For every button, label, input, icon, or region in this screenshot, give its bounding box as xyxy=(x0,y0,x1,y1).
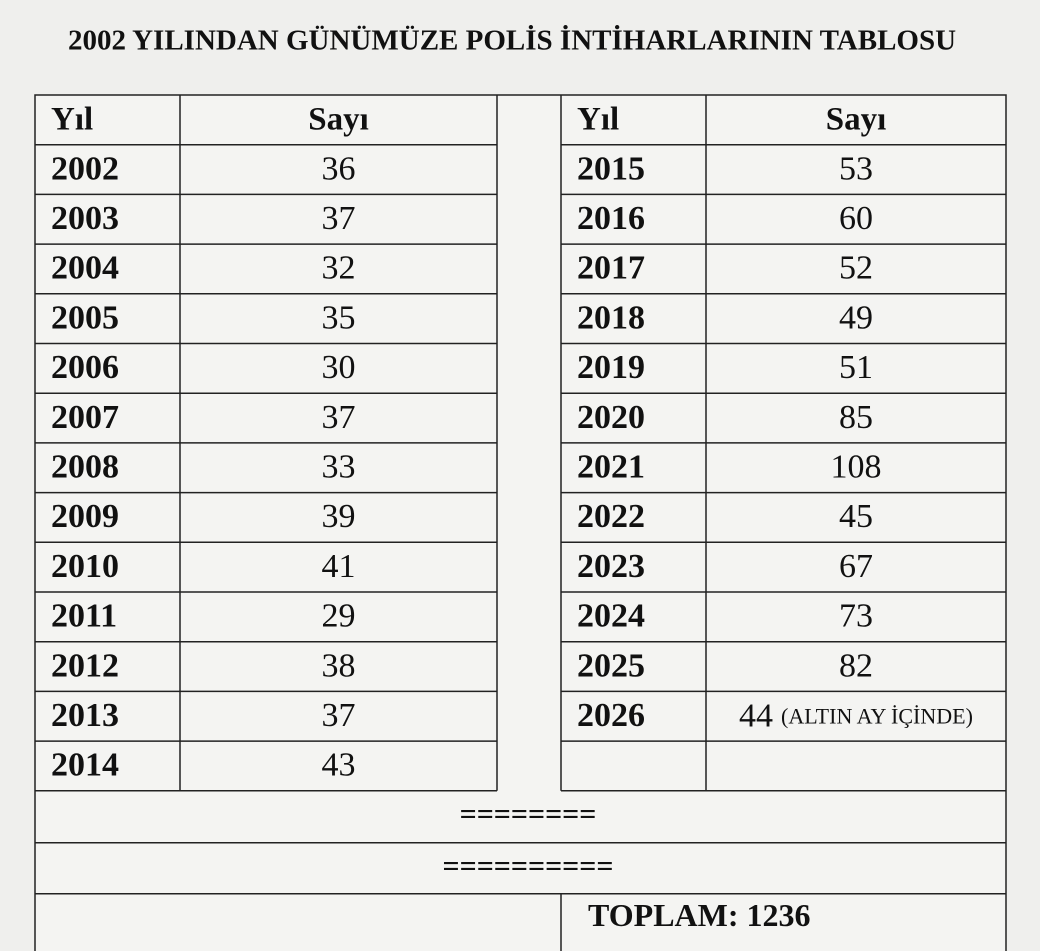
header-count: Sayı xyxy=(308,101,369,137)
year: 2008 xyxy=(51,449,119,486)
count: 67 xyxy=(839,548,873,585)
year: 2019 xyxy=(577,349,645,386)
year: 2024 xyxy=(577,598,645,635)
count: 108 xyxy=(831,449,882,486)
year: 2020 xyxy=(577,399,645,436)
count: 44 xyxy=(739,697,773,734)
year: 2011 xyxy=(51,598,117,635)
table-frame xyxy=(34,94,1007,951)
count: 30 xyxy=(322,349,356,386)
title: 2002 YILINDAN GÜNÜMÜZE POLİS İNTİHARLARI… xyxy=(68,24,956,57)
count: 41 xyxy=(322,548,356,585)
count: 53 xyxy=(839,150,873,187)
count: 35 xyxy=(322,299,356,336)
header-year: Yıl xyxy=(51,101,93,137)
total: TOPLAM: 1236 xyxy=(588,897,811,933)
year: 2022 xyxy=(577,498,645,535)
year: 2013 xyxy=(51,697,119,734)
year: 2012 xyxy=(51,647,119,684)
count: 39 xyxy=(322,498,356,535)
year: 2016 xyxy=(577,200,645,237)
year: 2018 xyxy=(577,299,645,336)
count: 82 xyxy=(839,647,873,684)
year: 2026 xyxy=(577,697,645,734)
year: 2017 xyxy=(577,250,645,287)
count: 37 xyxy=(322,200,356,237)
count: 60 xyxy=(839,200,873,237)
year: 2025 xyxy=(577,647,645,684)
year: 2007 xyxy=(51,399,119,436)
count-cell: 44 (ALTIN AY İÇİNDE) xyxy=(739,697,973,734)
header-year: Yıl xyxy=(577,101,619,137)
count: 52 xyxy=(839,250,873,287)
count: 49 xyxy=(839,299,873,336)
count: 37 xyxy=(322,399,356,436)
note: (ALTIN AY İÇİNDE) xyxy=(781,703,973,728)
count: 43 xyxy=(322,747,356,784)
year: 2021 xyxy=(577,449,645,486)
year: 2014 xyxy=(51,747,119,784)
year: 2023 xyxy=(577,548,645,585)
separator: ======== xyxy=(460,798,597,831)
count: 85 xyxy=(839,399,873,436)
count: 51 xyxy=(839,349,873,386)
year: 2005 xyxy=(51,299,119,336)
count: 32 xyxy=(322,250,356,287)
year: 2002 xyxy=(51,150,119,187)
count: 36 xyxy=(322,150,356,187)
year: 2006 xyxy=(51,349,119,386)
year: 2015 xyxy=(577,150,645,187)
header-count: Sayı xyxy=(826,101,887,137)
count: 29 xyxy=(322,598,356,635)
count: 45 xyxy=(839,498,873,535)
separator: ========== xyxy=(443,850,614,883)
year: 2003 xyxy=(51,200,119,237)
count: 33 xyxy=(322,449,356,486)
count: 38 xyxy=(322,647,356,684)
count: 73 xyxy=(839,598,873,635)
count: 37 xyxy=(322,697,356,734)
year: 2010 xyxy=(51,548,119,585)
year: 2009 xyxy=(51,498,119,535)
year: 2004 xyxy=(51,250,119,287)
